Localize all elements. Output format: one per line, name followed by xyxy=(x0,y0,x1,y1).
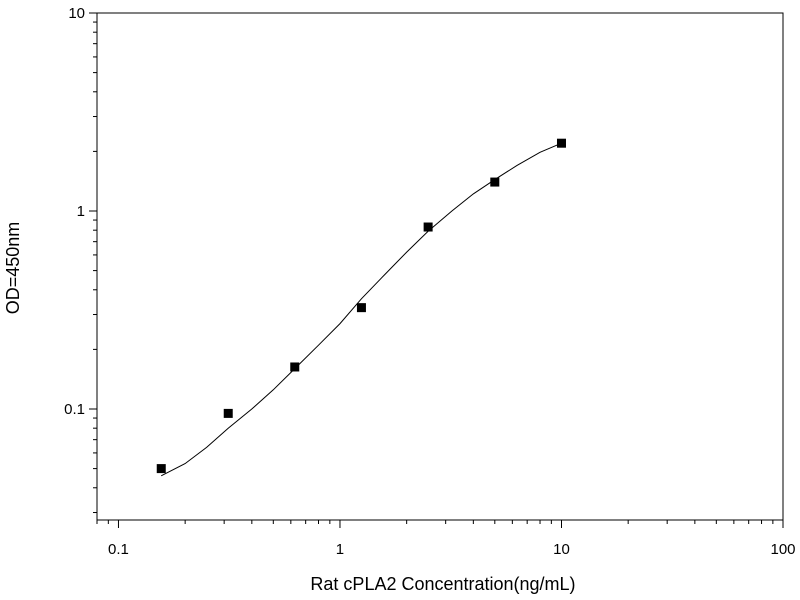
x-axis-label: Rat cPLA2 Concentration(ng/mL) xyxy=(310,574,575,594)
data-points-layer xyxy=(156,138,566,474)
data-point xyxy=(290,362,300,372)
x-tick-label: 100 xyxy=(770,541,795,558)
x-tick-label: 10 xyxy=(553,541,570,558)
x-axis-ticks: 0.1 1 10 100 xyxy=(96,520,796,558)
y-axis-label: OD=450nm xyxy=(3,222,23,315)
plot-border xyxy=(96,12,784,521)
data-point xyxy=(156,464,166,474)
data-point xyxy=(423,222,433,232)
y-axis-ticks: 0.1 1 10 xyxy=(64,5,97,514)
x-tick-label: 1 xyxy=(336,541,344,558)
x-tick-label: 0.1 xyxy=(108,541,129,558)
data-point xyxy=(223,408,233,418)
data-point xyxy=(490,177,500,187)
y-tick-label: 1 xyxy=(77,203,85,220)
plot-frame xyxy=(96,12,784,521)
y-tick-label: 0.1 xyxy=(64,401,85,418)
data-point xyxy=(556,138,566,148)
y-tick-label: 10 xyxy=(68,5,85,22)
data-point xyxy=(356,303,366,313)
